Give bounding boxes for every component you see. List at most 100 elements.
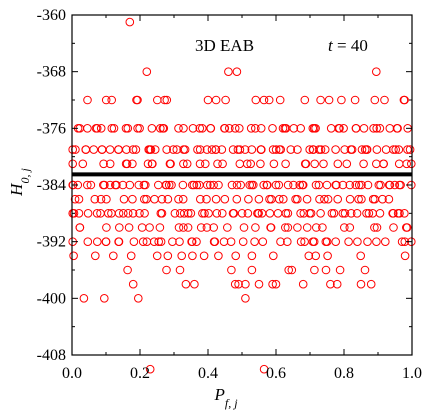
data-point: [265, 209, 275, 218]
data-point: [179, 209, 189, 218]
data-point: [206, 180, 215, 190]
data-point: [302, 194, 312, 204]
data-point: [181, 279, 191, 289]
data-point: [318, 223, 327, 232]
data-point: [78, 159, 88, 169]
data-point: [192, 237, 201, 246]
data-point: [372, 237, 381, 246]
data-point: [379, 159, 389, 169]
data-point: [218, 209, 227, 218]
data-point: [283, 180, 293, 190]
data-point: [267, 194, 276, 204]
data-point: [347, 145, 357, 154]
data-point: [232, 194, 242, 204]
data-point: [119, 209, 128, 218]
data-point: [147, 124, 157, 133]
data-point: [283, 209, 293, 218]
data-point: [207, 145, 217, 154]
data-point: [357, 194, 366, 204]
plot-frame: [71, 14, 413, 356]
data-point: [128, 159, 137, 169]
data-point: [139, 180, 149, 190]
data-point: [195, 145, 205, 154]
data-point: [175, 237, 184, 246]
data-point: [168, 237, 177, 246]
data-point: [68, 145, 77, 154]
data-point: [202, 194, 211, 204]
data-point: [178, 180, 188, 190]
data-point: [309, 237, 319, 246]
data-point: [275, 95, 285, 105]
data-point: [125, 17, 135, 27]
data-point: [213, 159, 222, 169]
data-point: [196, 223, 206, 232]
data-point: [183, 209, 193, 218]
data-point: [234, 279, 243, 289]
data-point: [381, 145, 391, 154]
data-point: [148, 159, 157, 169]
data-point: [320, 194, 329, 204]
y-tick-label: -400: [37, 290, 66, 307]
data-point: [239, 223, 249, 232]
data-point: [142, 67, 152, 76]
data-point: [156, 209, 166, 218]
data-point: [156, 237, 166, 246]
data-point: [247, 145, 257, 154]
data-point: [69, 251, 78, 261]
data-point: [283, 237, 292, 246]
data-point: [359, 159, 368, 169]
data-point: [170, 209, 180, 218]
data-point: [346, 209, 356, 218]
data-point: [363, 180, 373, 190]
data-point: [195, 124, 205, 133]
data-point: [150, 194, 159, 204]
data-point: [345, 223, 355, 232]
y-tick-label: -376: [37, 120, 66, 137]
data-point: [83, 237, 93, 246]
y-tick-label: -368: [37, 64, 66, 81]
data-point: [393, 124, 402, 133]
x-tick-label: 0.0: [62, 365, 82, 382]
data-point: [154, 180, 163, 190]
data-point: [333, 159, 343, 169]
data-point: [228, 145, 238, 154]
data-point: [129, 237, 139, 246]
data-point: [178, 194, 188, 204]
data-point: [321, 265, 331, 275]
data-point: [310, 159, 320, 169]
data-point: [295, 180, 305, 190]
data-point: [271, 180, 281, 190]
data-point: [329, 209, 339, 218]
data-point: [286, 145, 296, 154]
data-point: [69, 209, 79, 218]
data-point: [357, 145, 367, 154]
data-point: [92, 124, 102, 133]
data-point: [74, 209, 84, 218]
data-point: [211, 95, 221, 105]
y-axis-title-main: H: [7, 182, 26, 197]
data-point: [99, 159, 108, 169]
data-point: [83, 180, 92, 190]
data-point: [370, 95, 380, 105]
data-point: [237, 209, 247, 218]
y-tick-label: -384: [37, 177, 66, 194]
data-point: [186, 209, 196, 218]
data-point: [143, 159, 153, 169]
data-point: [102, 194, 111, 204]
data-point: [236, 180, 245, 190]
data-point: [302, 223, 312, 232]
data-point: [105, 145, 115, 154]
data-point: [187, 237, 197, 246]
data-point: [305, 145, 315, 154]
data-point: [338, 180, 348, 190]
data-point: [298, 180, 307, 190]
data-point: [131, 145, 141, 154]
data-point: [223, 223, 232, 232]
annotation-time: t = 40: [328, 36, 368, 55]
data-point: [331, 237, 341, 246]
data-point: [192, 180, 202, 190]
data-point: [204, 209, 213, 218]
data-point: [199, 251, 209, 261]
data-point: [107, 95, 116, 105]
data-point: [283, 223, 293, 232]
